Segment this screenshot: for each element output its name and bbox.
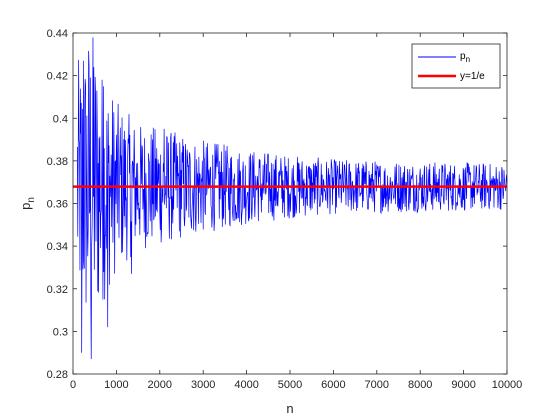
- y-tick-label: 0.4: [53, 113, 68, 125]
- y-axis-label-subscript: n: [26, 197, 37, 203]
- x-tick-label: 7000: [365, 379, 389, 391]
- x-tick-label: 0: [70, 379, 76, 391]
- legend-label-pn: pn: [460, 51, 470, 64]
- series-pn-line: [76, 37, 508, 360]
- legend-label-1e: y=1/e: [460, 71, 485, 82]
- ticks-layer: 0 1000 2000 3000 4000 5000 6000 7000 8000 9000 100…: [47, 28, 523, 391]
- x-tick-label: 2000: [148, 379, 172, 391]
- y-tick-label: 0.44: [47, 28, 68, 40]
- series-layer: [73, 37, 508, 360]
- legend-label-pn-subscript: n: [466, 55, 470, 64]
- x-tick-label: 9000: [451, 379, 475, 391]
- y-tick-label: 0.42: [47, 71, 68, 83]
- y-tick-label: 0.32: [47, 284, 68, 296]
- legend-label-pn-main: p: [460, 51, 466, 62]
- y-tick-label: 0.3: [53, 326, 68, 338]
- x-tick-label: 6000: [321, 379, 345, 391]
- x-axis-label: n: [286, 401, 293, 416]
- x-tick-label: 3000: [191, 379, 215, 391]
- legend-box: [411, 43, 501, 89]
- x-tick-label: 10000: [492, 379, 523, 391]
- y-tick-label: 0.38: [47, 156, 68, 168]
- x-tick-label: 1000: [104, 379, 128, 391]
- y-axis-label-main: p: [18, 203, 33, 210]
- x-tick-label: 4000: [234, 379, 258, 391]
- x-tick-label: 5000: [278, 379, 302, 391]
- y-tick-label: 0.36: [47, 199, 68, 211]
- y-axis-label: pn: [18, 197, 37, 210]
- legend: pn y=1/e: [411, 43, 501, 89]
- y-tick-label: 0.28: [47, 369, 68, 381]
- x-tick-label: 8000: [408, 379, 432, 391]
- y-tick-label: 0.34: [47, 241, 68, 253]
